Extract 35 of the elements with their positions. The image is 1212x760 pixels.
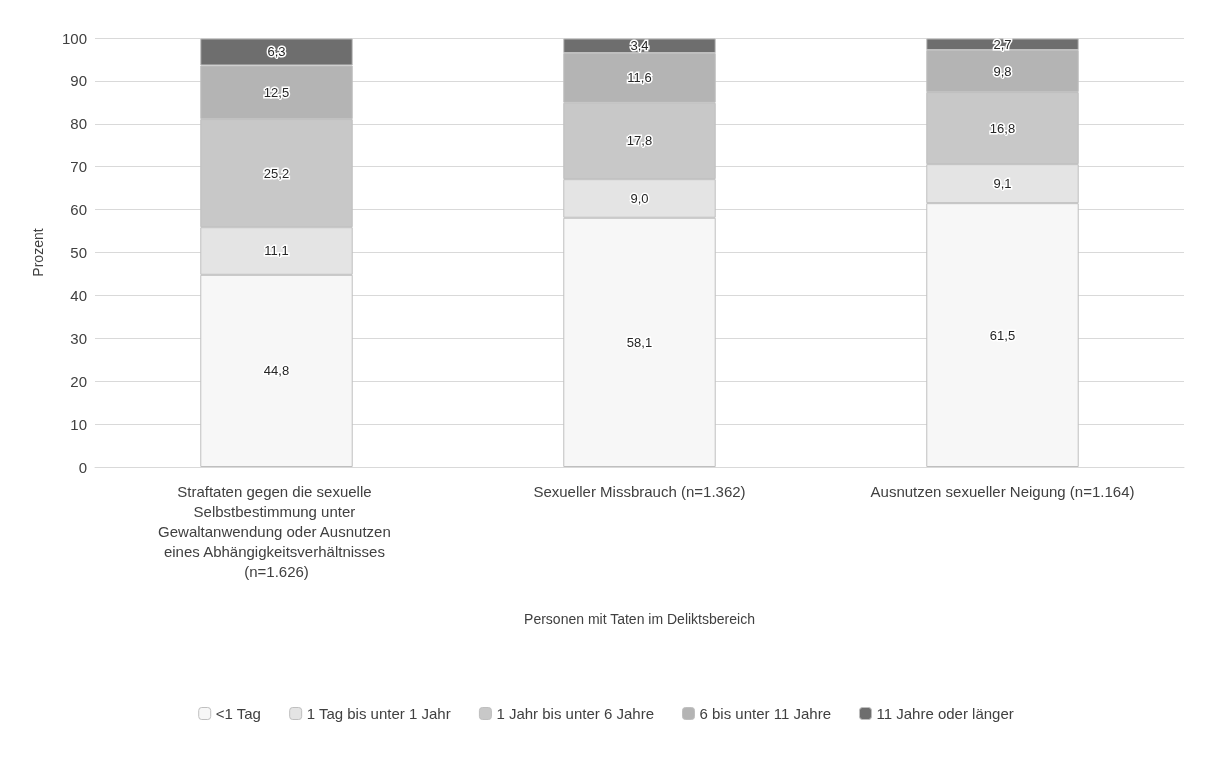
x-tick-label: Sexueller Missbrauch (n=1.362) [533, 482, 746, 500]
data-label: 9,8 [993, 63, 1012, 79]
y-tick-label: 0 [78, 458, 87, 476]
data-label: 58,1 [626, 334, 653, 350]
x-tick-label: Ausnutzen sexueller Neigung (n=1.164) [870, 482, 1135, 500]
data-label: 6,3 [267, 44, 286, 60]
data-label: 61,5 [989, 327, 1016, 343]
legend-label: 1 Tag bis unter 1 Jahr [306, 705, 451, 722]
y-tick-label: 80 [70, 115, 87, 133]
data-label: 3,4 [630, 38, 649, 54]
legend-label: 6 bis unter 11 Jahre [699, 705, 831, 722]
data-label: 9,0 [630, 190, 649, 206]
legend-label: 1 Jahr bis unter 6 Jahre [496, 705, 655, 722]
y-tick-label: 100 [61, 29, 87, 47]
y-tick-label: 30 [70, 329, 87, 347]
data-label: 25,2 [263, 165, 290, 181]
y-tick-label: 70 [70, 158, 87, 176]
y-tick-label: 40 [70, 286, 87, 304]
y-axis-title: Prozent [30, 228, 46, 277]
data-label: 11,6 [627, 70, 652, 86]
data-label: 16,8 [989, 120, 1016, 136]
y-tick-label: 10 [70, 415, 87, 433]
data-label: 11,1 [264, 243, 289, 259]
data-label: 44,8 [263, 363, 290, 379]
x-tick-label: Straftaten gegen die sexuelle Selbstbestimmung unter Gewaltanwendung oder Ausnutzen eines Abhängigkeitsverhältnisses (n=1.626) [158, 482, 395, 580]
data-label: 17,8 [626, 133, 653, 149]
y-tick-label: 60 [70, 201, 87, 219]
legend-label: <1 Tag [215, 705, 261, 722]
x-axis-title: Personen mit Taten im Deliktsbereich [524, 611, 755, 627]
y-tick-label: 20 [70, 372, 87, 390]
data-label: 9,1 [993, 176, 1012, 192]
legend-label: 11 Jahre oder länger [876, 705, 1014, 722]
data-label: 12,5 [263, 84, 290, 100]
y-tick-label: 90 [70, 72, 87, 90]
y-tick-label: 50 [70, 244, 87, 261]
